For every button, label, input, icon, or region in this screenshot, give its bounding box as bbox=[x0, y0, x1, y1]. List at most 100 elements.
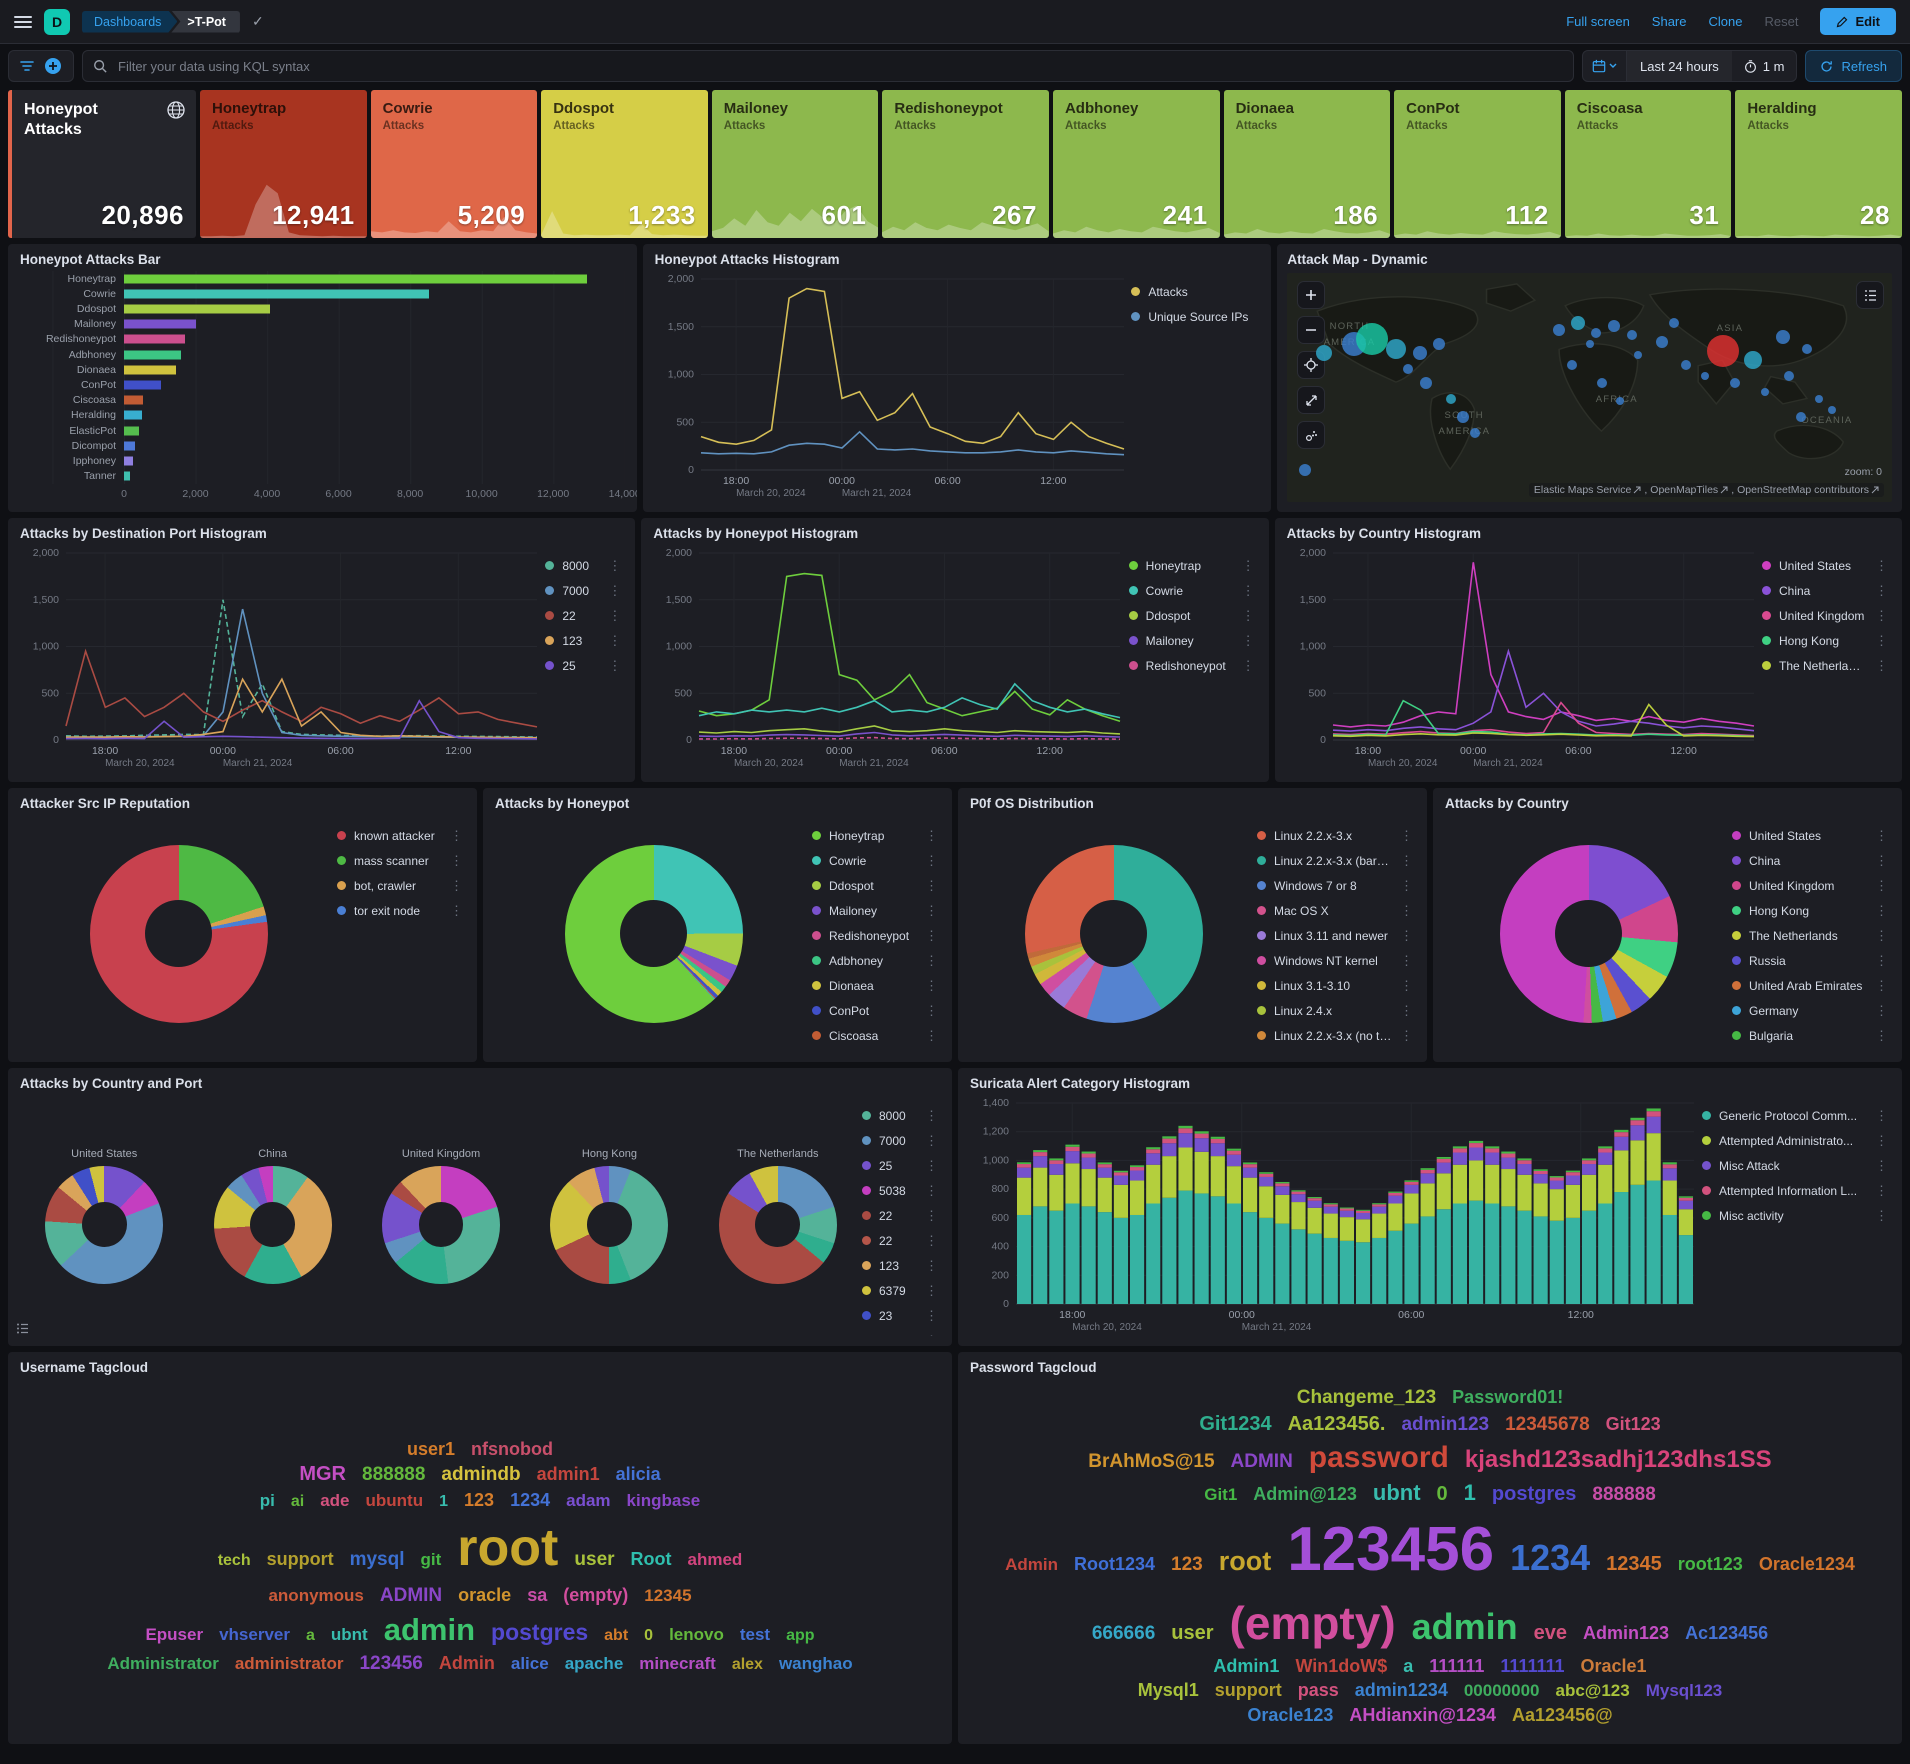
legend-item[interactable]: mass scanner ⋮ bbox=[337, 848, 465, 873]
attack-map-dot[interactable] bbox=[1634, 351, 1643, 360]
legend-item[interactable]: 22 ⋮ bbox=[862, 1203, 940, 1228]
attack-map-dot[interactable] bbox=[1729, 377, 1740, 388]
attack-map-dot[interactable] bbox=[1403, 364, 1414, 375]
legend-item[interactable]: Dionaea ⋮ bbox=[812, 973, 940, 998]
legend-item[interactable]: United Kingdom ⋮ bbox=[1761, 603, 1890, 628]
legend-actions-icon[interactable]: ⋮ bbox=[925, 1027, 938, 1043]
legend-item[interactable]: Linux 3.11 and newer ⋮ bbox=[1257, 923, 1415, 948]
legend-actions-icon[interactable]: ⋮ bbox=[1875, 1107, 1888, 1123]
legend-actions-icon[interactable]: ⋮ bbox=[1400, 827, 1413, 843]
legend-actions-icon[interactable]: ⋮ bbox=[1875, 1027, 1888, 1043]
draw-filter-icon[interactable] bbox=[1297, 421, 1326, 449]
legend-actions-icon[interactable]: ⋮ bbox=[925, 877, 938, 893]
bar[interactable] bbox=[124, 319, 197, 329]
legend-item[interactable]: 8000 ⋮ bbox=[545, 553, 623, 578]
tag-word[interactable]: Admin@123 bbox=[1253, 1484, 1357, 1505]
legend-actions-icon[interactable]: ⋮ bbox=[925, 1232, 938, 1248]
legend-actions-icon[interactable]: ⋮ bbox=[1874, 607, 1888, 623]
legend-item[interactable]: Honeytrap ⋮ bbox=[812, 823, 940, 848]
tag-word[interactable]: 12345 bbox=[1606, 1553, 1662, 1576]
tag-word[interactable]: user bbox=[574, 1548, 615, 1570]
legend-item[interactable]: 7000 ⋮ bbox=[545, 578, 623, 603]
legend-item[interactable]: Attempted Information L... ⋮ bbox=[1702, 1178, 1890, 1203]
legend-actions-icon[interactable]: ⋮ bbox=[1400, 977, 1413, 993]
tag-word[interactable]: 1 bbox=[439, 1493, 449, 1511]
tag-word[interactable]: ubnt bbox=[1372, 1480, 1421, 1506]
bar[interactable] bbox=[124, 289, 430, 299]
legend-actions-icon[interactable]: ⋮ bbox=[1875, 977, 1888, 993]
attack-map-dot[interactable] bbox=[1802, 343, 1813, 354]
legend-item[interactable]: Honeytrap ⋮ bbox=[1128, 553, 1257, 578]
tag-word[interactable]: Changeme_123 bbox=[1296, 1387, 1437, 1409]
tag-word[interactable]: alex bbox=[731, 1655, 763, 1673]
tag-word[interactable]: 12345678 bbox=[1505, 1413, 1590, 1435]
tag-word[interactable]: alice bbox=[510, 1653, 549, 1673]
tag-word[interactable]: Aa123456@ bbox=[1512, 1705, 1613, 1726]
legend-item[interactable]: Adbhoney ⋮ bbox=[812, 948, 940, 973]
attack-map-dot[interactable] bbox=[1413, 346, 1428, 361]
legend-actions-icon[interactable]: ⋮ bbox=[608, 582, 622, 598]
legend-actions-icon[interactable]: ⋮ bbox=[1875, 952, 1888, 968]
legend-item[interactable]: Linux 2.2.x-3.x ⋮ bbox=[1257, 823, 1415, 848]
tag-word[interactable]: Win1doW$ bbox=[1295, 1656, 1388, 1677]
tag-word[interactable]: admindb bbox=[441, 1464, 521, 1486]
legend-actions-icon[interactable]: ⋮ bbox=[1241, 582, 1255, 598]
legend-item[interactable]: Linux 2.2.x-3.x (bare... ⋮ bbox=[1257, 848, 1415, 873]
tag-word[interactable]: git bbox=[420, 1549, 442, 1569]
legend-actions-icon[interactable]: ⋮ bbox=[925, 1132, 938, 1148]
tag-word[interactable]: Mysql1 bbox=[1137, 1680, 1199, 1701]
breadcrumb-dashboards[interactable]: Dashboards bbox=[82, 11, 177, 33]
tag-word[interactable]: Admin1 bbox=[1213, 1656, 1280, 1677]
tag-word[interactable]: apache bbox=[564, 1653, 624, 1673]
legend-actions-icon[interactable]: ⋮ bbox=[608, 607, 622, 623]
legend-actions-icon[interactable]: ⋮ bbox=[450, 827, 463, 843]
tag-word[interactable]: Git1 bbox=[1204, 1485, 1238, 1505]
legend-actions-icon[interactable]: ⋮ bbox=[1400, 902, 1413, 918]
attack-map-dot[interactable] bbox=[1386, 338, 1407, 359]
attack-map-dot[interactable] bbox=[1706, 334, 1739, 367]
tag-word[interactable]: wanghao bbox=[778, 1653, 853, 1673]
tag-word[interactable]: user1 bbox=[406, 1438, 456, 1459]
attack-map-dot[interactable] bbox=[1315, 345, 1332, 362]
legend-actions-icon[interactable]: ⋮ bbox=[925, 1307, 938, 1323]
legend-actions-icon[interactable]: ⋮ bbox=[1241, 657, 1255, 673]
legend-actions-icon[interactable]: ⋮ bbox=[925, 852, 938, 868]
legend-item[interactable]: China ⋮ bbox=[1761, 578, 1890, 603]
attack-map-dot[interactable] bbox=[1669, 318, 1680, 329]
legend-item[interactable]: Redishoneypot ⋮ bbox=[812, 923, 940, 948]
legend-item[interactable]: Ddospot ⋮ bbox=[812, 873, 940, 898]
legend-item[interactable]: Linux 2.2.x-3.x (no ti... ⋮ bbox=[1257, 1023, 1415, 1048]
legend-actions-icon[interactable]: ⋮ bbox=[450, 877, 463, 893]
tag-word[interactable]: abc@123 bbox=[1555, 1681, 1630, 1701]
bar[interactable] bbox=[124, 410, 142, 420]
legend-actions-icon[interactable]: ⋮ bbox=[925, 927, 938, 943]
attack-map-dot[interactable] bbox=[1761, 388, 1770, 397]
tag-word[interactable]: 1234 bbox=[510, 1490, 551, 1511]
tag-word[interactable]: 123 bbox=[464, 1490, 495, 1511]
legend-item[interactable]: 6379 ⋮ bbox=[862, 1278, 940, 1303]
tag-word[interactable]: 1111111 bbox=[1500, 1656, 1565, 1677]
tag-word[interactable]: 111111 bbox=[1429, 1656, 1485, 1677]
attack-map-dot[interactable] bbox=[1445, 393, 1456, 404]
tag-word[interactable]: ubnt bbox=[330, 1624, 368, 1644]
legend-actions-icon[interactable]: ⋮ bbox=[1400, 927, 1413, 943]
bar[interactable] bbox=[124, 274, 587, 284]
tag-word[interactable]: a bbox=[305, 1626, 315, 1644]
tag-word[interactable]: Admin123 bbox=[1583, 1623, 1670, 1644]
tag-word[interactable]: kjashd123sadhj123dhs1SS bbox=[1464, 1445, 1772, 1473]
tag-word[interactable]: 123456 bbox=[1287, 1515, 1495, 1585]
tag-word[interactable]: ADMIN bbox=[1230, 1450, 1293, 1472]
legend-actions-icon[interactable]: ⋮ bbox=[925, 952, 938, 968]
tag-word[interactable]: ai bbox=[290, 1493, 305, 1511]
legend-actions-icon[interactable]: ⋮ bbox=[1874, 657, 1888, 673]
tag-word[interactable]: Mysql123 bbox=[1645, 1681, 1723, 1701]
legend-item[interactable]: United States ⋮ bbox=[1761, 553, 1890, 578]
legend-item[interactable]: Misc Attack ⋮ bbox=[1702, 1153, 1890, 1178]
legend-item[interactable]: 22 ⋮ bbox=[862, 1228, 940, 1253]
legend-item[interactable]: 5038 ⋮ bbox=[862, 1178, 940, 1203]
tag-word[interactable]: admin123 bbox=[1401, 1413, 1490, 1435]
tag-word[interactable]: pi bbox=[259, 1491, 275, 1511]
tag-word[interactable]: 888888 bbox=[362, 1464, 426, 1486]
bar[interactable] bbox=[124, 471, 131, 481]
tag-word[interactable]: admin1 bbox=[536, 1464, 600, 1485]
